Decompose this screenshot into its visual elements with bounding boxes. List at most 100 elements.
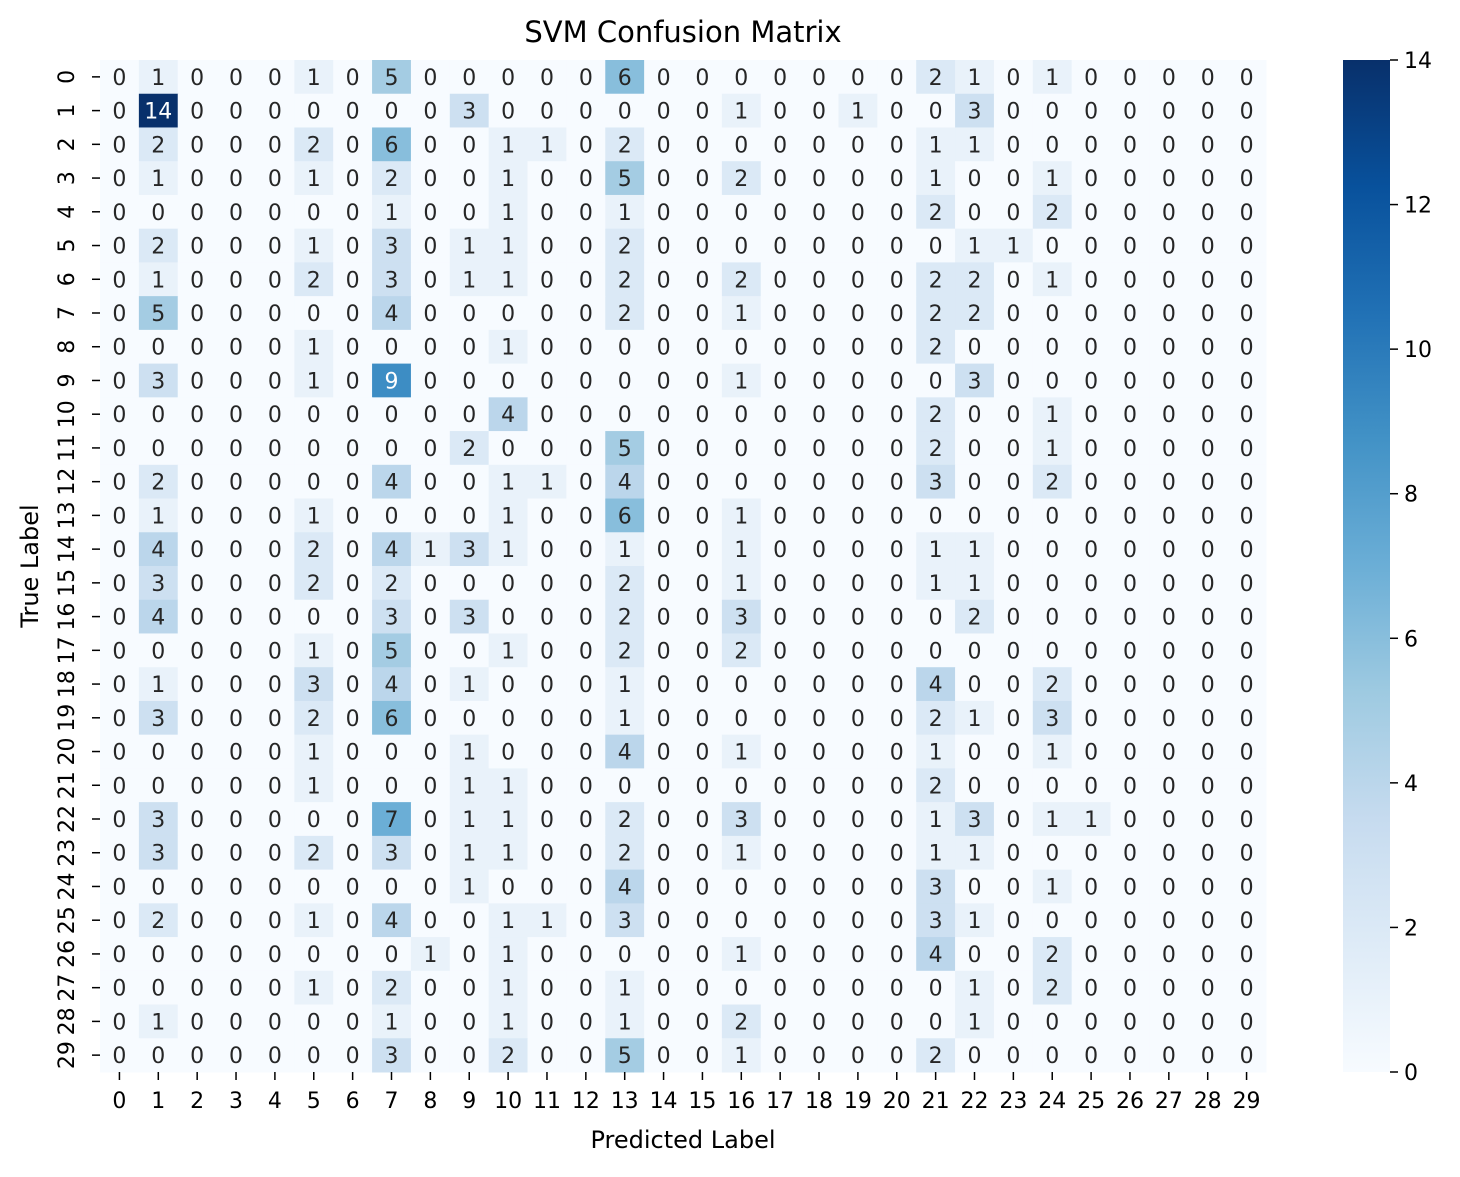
heatmap-cell	[1149, 903, 1189, 938]
heatmap-cell	[372, 566, 412, 601]
heatmap-cell	[838, 802, 878, 837]
y-tick-label: 22	[55, 805, 80, 833]
heatmap-cell	[993, 1004, 1034, 1039]
heatmap-cell	[527, 1038, 567, 1073]
cell-value: 0	[773, 403, 787, 428]
cell-value: 0	[501, 369, 515, 394]
heatmap-cell	[721, 296, 762, 331]
heatmap-cell	[993, 734, 1034, 769]
heatmap-cell	[916, 329, 956, 365]
cell-value: 0	[968, 403, 982, 428]
cell-value: 0	[501, 875, 515, 900]
cell-value: 0	[385, 504, 399, 529]
cell-value: 0	[112, 403, 126, 428]
heatmap-cell	[449, 869, 490, 904]
cell-value: 0	[307, 1044, 321, 1069]
cell-value: 0	[112, 606, 126, 631]
heatmap-cell	[1110, 667, 1150, 702]
cell-value: 0	[1162, 302, 1176, 327]
cell-value: 0	[929, 1010, 943, 1035]
cell-value: 0	[657, 875, 671, 900]
heatmap-cell	[255, 903, 295, 938]
heatmap-cell	[449, 498, 490, 533]
heatmap-cell	[760, 599, 801, 634]
heatmap-cell	[955, 464, 995, 500]
cell-value: 0	[812, 572, 826, 597]
cell-value: 0	[1123, 1044, 1137, 1069]
heatmap-cell	[1227, 60, 1267, 95]
cell-value: 0	[385, 100, 399, 125]
cell-value: 0	[1162, 572, 1176, 597]
cell-value: 0	[462, 403, 476, 428]
cell-value: 0	[1084, 1044, 1098, 1069]
cell-value: 0	[346, 673, 360, 698]
heatmap-cell	[644, 127, 684, 162]
cell-value: 0	[734, 437, 748, 462]
cell-value: 0	[1006, 774, 1020, 799]
heatmap-cell	[799, 1004, 839, 1039]
cell-value: 1	[968, 572, 982, 597]
y-tick-label: 25	[55, 906, 80, 934]
heatmap-cell	[955, 1004, 995, 1039]
heatmap-cell	[605, 60, 645, 95]
heatmap-cell	[838, 296, 878, 331]
x-tick-label: 13	[611, 1089, 639, 1114]
cell-value: 0	[579, 774, 593, 799]
cell-value: 0	[1201, 133, 1215, 158]
heatmap-cell	[916, 869, 956, 904]
cell-value: 0	[1123, 538, 1137, 563]
heatmap-cell	[683, 498, 723, 533]
heatmap-cell	[566, 937, 606, 972]
cell-value: 0	[657, 606, 671, 631]
heatmap-cell	[372, 532, 412, 567]
heatmap-cell	[1149, 970, 1189, 1006]
heatmap-cell	[916, 262, 956, 297]
heatmap-cell	[216, 1038, 256, 1073]
cell-value: 0	[579, 336, 593, 361]
cell-value: 0	[112, 100, 126, 125]
cell-value: 0	[812, 1010, 826, 1035]
x-tick-label: 10	[494, 1089, 522, 1114]
cell-value: 0	[1006, 167, 1020, 192]
cell-value: 1	[462, 268, 476, 293]
heatmap-cell	[410, 667, 451, 702]
cell-value: 0	[1006, 1010, 1020, 1035]
y-tick-label: 4	[55, 205, 80, 219]
cell-value: 0	[1045, 572, 1059, 597]
cell-value: 0	[618, 943, 632, 968]
cell-value: 1	[1045, 875, 1059, 900]
heatmap-cell	[799, 464, 839, 500]
cell-value: 0	[890, 639, 904, 664]
heatmap-cell	[449, 700, 490, 736]
cell-value: 2	[929, 268, 943, 293]
cell-value: 0	[890, 66, 904, 91]
heatmap-cell	[410, 835, 451, 871]
cell-value: 0	[1045, 1010, 1059, 1035]
heatmap-cell	[683, 161, 723, 196]
cell-value: 1	[307, 774, 321, 799]
cell-value: 0	[151, 1044, 165, 1069]
cell-value: 1	[1045, 741, 1059, 766]
heatmap-cell	[1227, 93, 1267, 128]
cell-value: 0	[1240, 741, 1254, 766]
heatmap-cell	[410, 363, 451, 398]
heatmap-cell	[255, 363, 295, 398]
cell-value: 0	[812, 66, 826, 91]
cell-value: 4	[151, 538, 165, 563]
cell-value: 0	[579, 943, 593, 968]
heatmap-cell	[1071, 1038, 1112, 1073]
heatmap-cell	[683, 700, 723, 736]
cell-value: 0	[1240, 302, 1254, 327]
heatmap-cell	[216, 937, 256, 972]
cell-value: 0	[851, 538, 865, 563]
cell-value: 0	[190, 1010, 204, 1035]
heatmap-cell	[1110, 329, 1150, 365]
heatmap-cell	[138, 532, 179, 567]
cell-value: 3	[968, 100, 982, 125]
cell-value: 0	[190, 673, 204, 698]
cell-value: 0	[695, 842, 709, 867]
cell-value: 0	[1201, 606, 1215, 631]
heatmap-cell	[294, 93, 334, 128]
heatmap-cell	[100, 835, 140, 871]
cell-value: 0	[734, 133, 748, 158]
